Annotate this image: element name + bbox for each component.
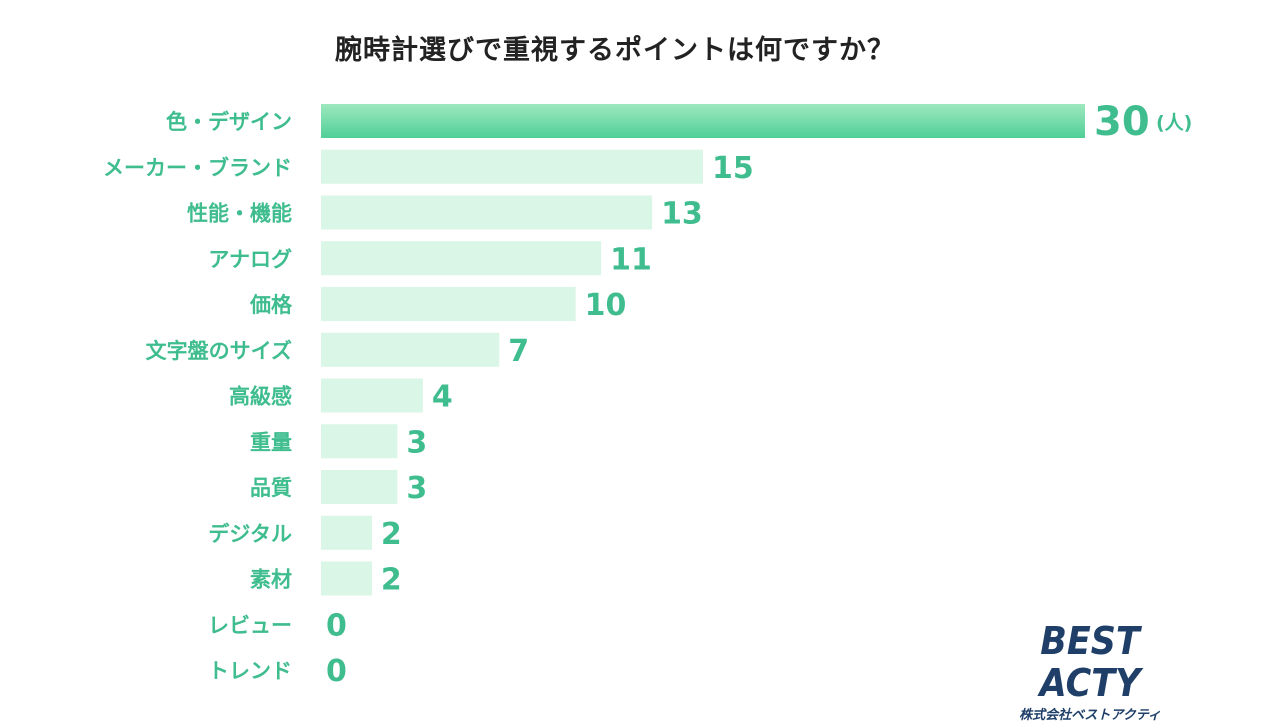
category-label: 重量 — [250, 430, 292, 454]
category-label: メーカー・ブランド — [103, 156, 292, 180]
value-label: 4 — [432, 380, 453, 415]
category-label: 色・デザイン — [166, 110, 292, 134]
category-label: 文字盤のサイズ — [146, 339, 292, 363]
bar — [321, 241, 602, 276]
value-label: 7 — [508, 334, 529, 369]
category-label: 品質 — [250, 476, 292, 500]
bar — [321, 424, 398, 459]
bar — [321, 515, 372, 550]
value-label: 0 — [326, 654, 347, 689]
category-labels: 色・デザインメーカー・ブランド性能・機能アナログ価格文字盤のサイズ高級感重量品質… — [103, 110, 293, 683]
value-label: 10 — [585, 288, 627, 323]
company-logo: BEST ACTY 株式会社ベストアクティ — [990, 620, 1190, 723]
bar — [321, 561, 372, 596]
value-label: 15 — [712, 151, 754, 186]
value-label: 0 — [326, 608, 347, 643]
category-label: 性能・機能 — [187, 202, 292, 226]
unit-label: (人) — [1156, 112, 1192, 134]
category-label: トレンド — [208, 659, 292, 683]
bar — [321, 378, 423, 413]
bar — [321, 332, 500, 367]
value-label: 2 — [381, 563, 402, 598]
value-label: 11 — [610, 242, 652, 277]
value-label: 13 — [661, 197, 703, 232]
value-label: 30 — [1094, 99, 1150, 145]
category-label: アナログ — [208, 247, 292, 271]
category-label: レビュー — [208, 613, 292, 637]
category-label: デジタル — [208, 522, 292, 546]
category-label: 高級感 — [229, 385, 292, 409]
bar-highlight — [321, 104, 1085, 138]
chart-title: 腕時計選びで重視するポイントは何ですか？ — [335, 35, 895, 66]
bar — [321, 470, 398, 504]
category-label: 素材 — [250, 568, 292, 592]
value-label: 3 — [406, 425, 427, 460]
bar — [321, 149, 703, 184]
bar — [321, 195, 653, 230]
value-label: 2 — [381, 517, 402, 552]
logo-sub-text: 株式会社ベストアクティ — [1019, 708, 1161, 723]
category-label: 価格 — [249, 293, 293, 317]
value-label: 3 — [406, 471, 427, 506]
bar — [321, 287, 576, 321]
bars — [321, 104, 1085, 596]
logo-main-text: BEST ACTY — [1039, 619, 1141, 705]
